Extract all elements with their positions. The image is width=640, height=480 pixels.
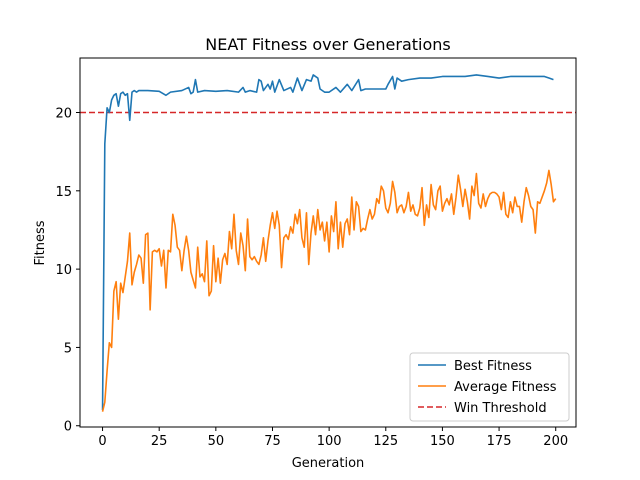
y-tick-label: 15: [55, 185, 72, 200]
series-line-best-fitness: [101, 74, 554, 411]
y-axis-label: Fitness: [33, 220, 48, 265]
x-tick-label: 75: [264, 434, 281, 449]
y-tick-label: 20: [55, 107, 72, 122]
y-tick-label: 5: [64, 341, 72, 356]
axes-frame: [79, 57, 577, 428]
legend: Best Fitness Average Fitness Win Threshold: [409, 352, 570, 422]
legend-entry-label: Best Fitness: [454, 359, 532, 374]
x-tick-label: 200: [543, 434, 568, 449]
y-tick-label: 10: [55, 263, 72, 278]
chart-title: NEAT Fitness over Generations: [205, 35, 451, 54]
x-tick-label: 175: [487, 434, 512, 449]
plot-area: 0 25 50 75 100 125 150 175 200 0 5 10 15 20: [55, 57, 577, 449]
x-tick-label: 100: [317, 434, 342, 449]
legend-entry-label: Win Threshold: [454, 401, 547, 416]
x-tick-label: 150: [430, 434, 455, 449]
legend-entry-label: Average Fitness: [454, 380, 557, 395]
x-tick-label: 125: [373, 434, 398, 449]
y-tick-label: 0: [64, 420, 72, 435]
series-line-average-fitness: [101, 169, 557, 412]
x-axis-label: Generation: [292, 456, 365, 471]
x-tick-label: 0: [98, 434, 106, 449]
legend-box: [409, 352, 570, 422]
x-tick-label: 50: [208, 434, 225, 449]
x-tick-label: 25: [151, 434, 168, 449]
